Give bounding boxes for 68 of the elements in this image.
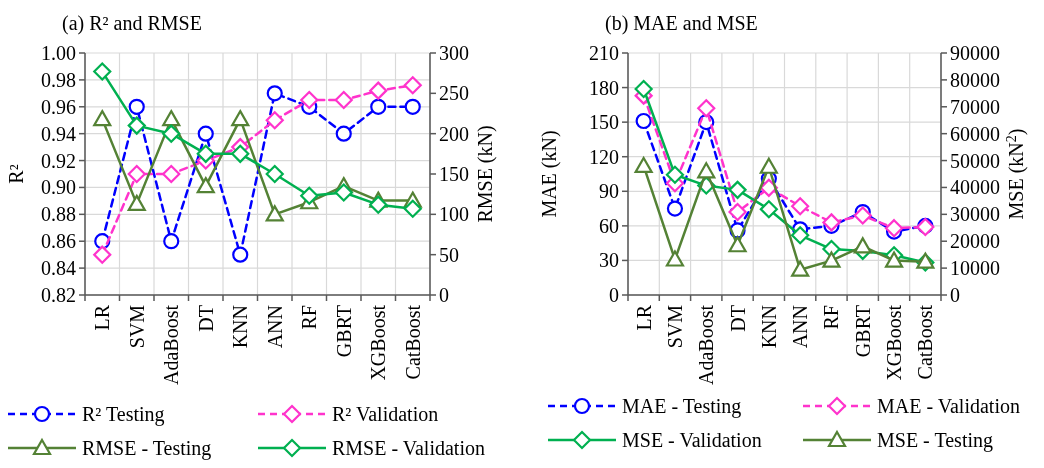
y2-tick-label: 10000 (950, 257, 1000, 280)
x-tick-label: SVM (125, 304, 148, 349)
x-tick-label: KNN (757, 305, 780, 349)
x-tick-label: DT (194, 305, 217, 332)
y-tick-label: 1.00 (41, 42, 76, 64)
y2-axis-title: RMSE (kN) (474, 125, 497, 223)
y-tick-label: 0.84 (41, 257, 76, 280)
y-axis-title: MAE (kN) (538, 130, 561, 218)
x-tick-label: LR (632, 304, 655, 331)
y-tick-label: 180 (589, 76, 619, 99)
y2-tick-label: 50 (439, 243, 459, 266)
y-tick-label: 0.90 (41, 176, 76, 199)
y2-tick-label: 20000 (950, 230, 1000, 253)
legend-label: MSE - Testing (877, 429, 994, 452)
y2-tick-label: 50000 (950, 149, 1000, 172)
x-tick-label: RF (298, 305, 321, 330)
y2-tick-label: 200 (439, 122, 469, 145)
y2-tick-label: 0 (950, 284, 960, 306)
y2-tick-label: 250 (439, 82, 469, 105)
y2-tick-label: 150 (439, 163, 469, 185)
y2-tick-label: 30000 (950, 203, 1000, 226)
x-tick-label: GBRT (332, 305, 355, 358)
y-tick-label: 0.94 (41, 122, 76, 145)
x-tick-label: AdaBoost (160, 304, 183, 385)
y-tick-label: 60 (599, 214, 619, 237)
x-tick-label: XGBoost (367, 304, 390, 381)
x-tick-label: KNN (229, 305, 252, 349)
y-tick-label: 0.98 (41, 68, 76, 91)
y-tick-label: 0.86 (41, 230, 76, 253)
x-tick-label: RF (820, 305, 843, 330)
x-tick-label: DT (726, 305, 749, 332)
legend-label: R² Testing (82, 403, 165, 426)
x-tick-label: ANN (263, 305, 286, 349)
legend-label: MSE - Validation (622, 429, 762, 451)
legend-label: RMSE - Testing (82, 437, 212, 460)
y2-tick-label: 60000 (950, 122, 1000, 145)
chart-title: (b) MAE and MSE (605, 12, 758, 35)
y2-tick-label: 100 (439, 203, 469, 226)
y-tick-label: 0.82 (41, 284, 76, 306)
y2-tick-label: 90000 (950, 42, 1000, 64)
x-tick-label: GBRT (851, 305, 874, 358)
y2-tick-label: 300 (439, 42, 469, 64)
chart-title: (a) R² and RMSE (62, 12, 202, 35)
x-tick-label: CatBoost (401, 304, 424, 380)
legend-label: R² Validation (332, 403, 439, 425)
y-tick-label: 0.92 (41, 149, 76, 172)
x-tick-label: LR (91, 304, 114, 331)
legend-label: MAE - Testing (622, 395, 742, 418)
y-tick-label: 90 (599, 180, 619, 203)
y-tick-label: 0.88 (41, 203, 76, 226)
legend-label: MAE - Validation (877, 395, 1020, 417)
y-tick-label: 30 (599, 249, 619, 272)
x-tick-label: SVM (663, 304, 686, 349)
y-tick-label: 150 (589, 111, 619, 134)
y2-tick-label: 40000 (950, 176, 1000, 199)
y2-tick-label: 70000 (950, 95, 1000, 118)
y-axis-title: R² (5, 164, 27, 184)
x-tick-label: XGBoost (883, 304, 906, 381)
y-tick-label: 0.96 (41, 95, 76, 118)
y-tick-label: 120 (589, 145, 619, 168)
x-tick-label: CatBoost (914, 304, 937, 380)
y-tick-label: 0 (609, 284, 619, 306)
x-tick-label: ANN (789, 305, 812, 349)
y2-tick-label: 0 (439, 284, 449, 306)
y-tick-label: 210 (589, 42, 619, 64)
y2-tick-label: 80000 (950, 68, 1000, 91)
x-tick-label: AdaBoost (695, 304, 718, 385)
legend-label: RMSE - Validation (332, 437, 485, 459)
